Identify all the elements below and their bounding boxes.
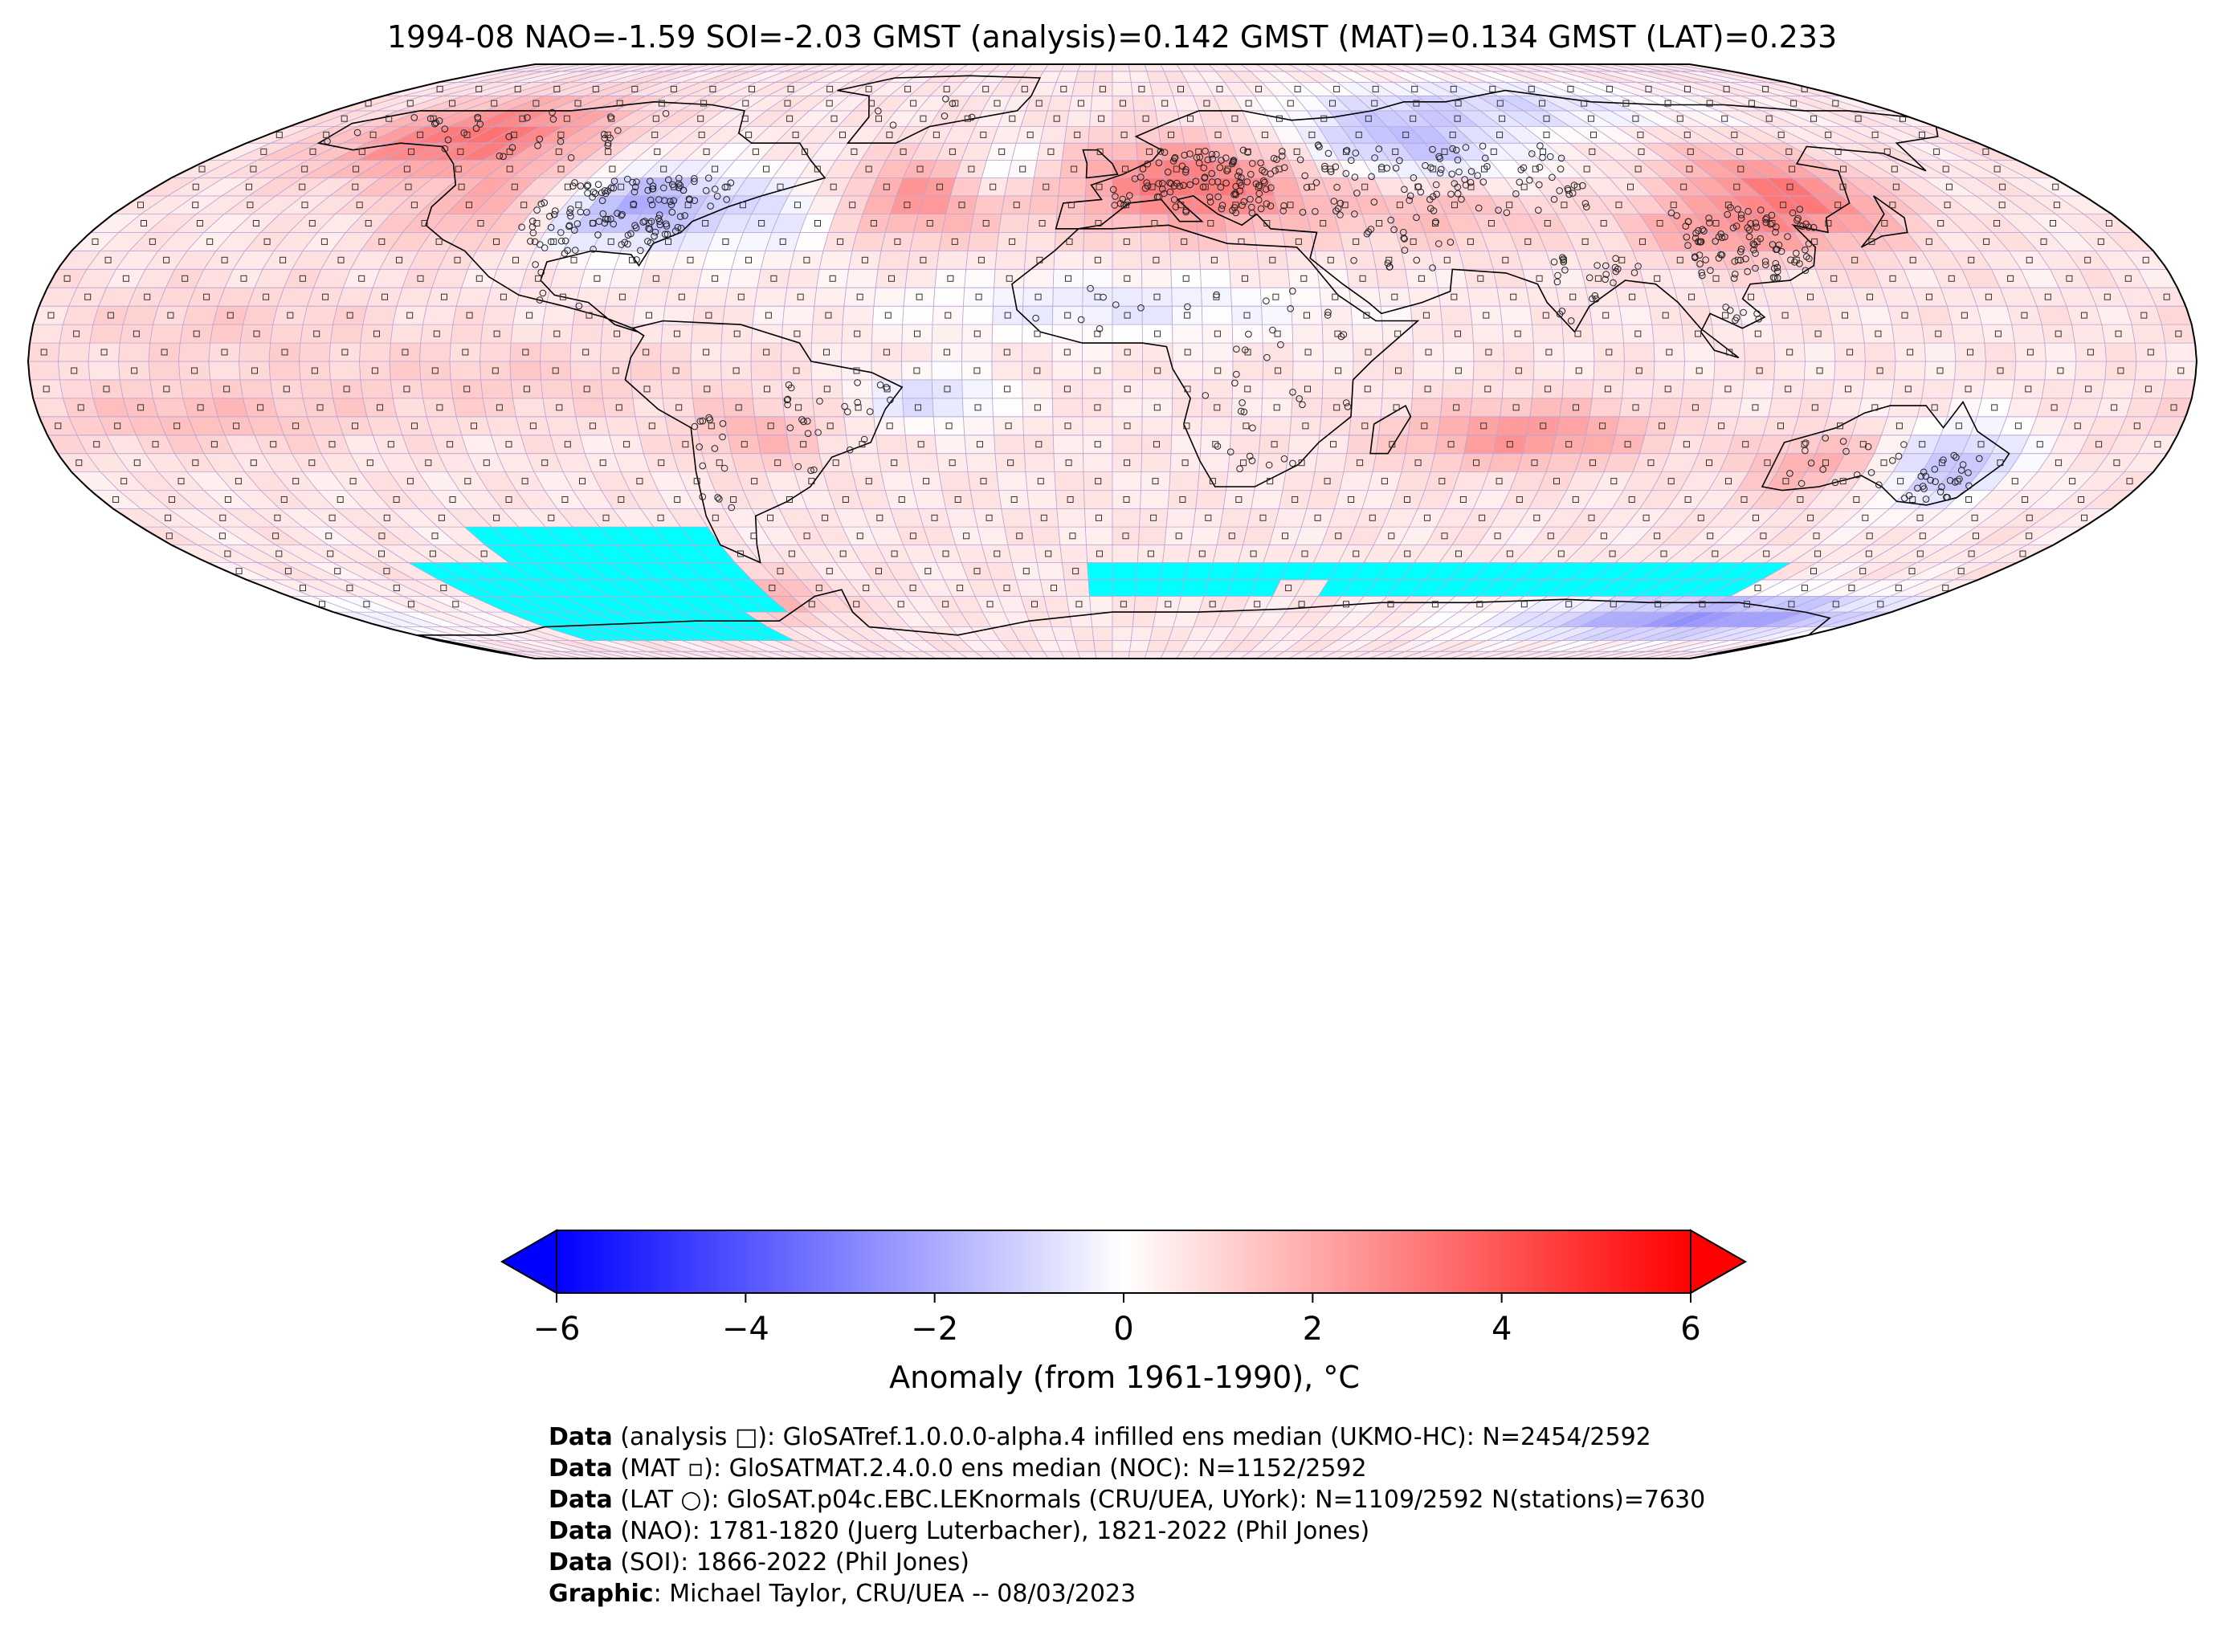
map-title: 1994-08 NAO=-1.59 SOI=-2.03 GMST (analys… [386, 19, 1838, 55]
credit-key: Data [549, 1486, 613, 1514]
colorbar: −6 −4 −2 0 2 4 6 Anomaly (from 1961-1990), °C [500, 1229, 1748, 1395]
credit-text: (SOI): 1866-2022 (Phil Jones) [612, 1548, 969, 1577]
credit-key: Data [549, 1454, 613, 1483]
colorbar-bar [556, 1230, 1691, 1294]
credits: Data (analysis □): GloSATref.1.0.0.0-alp… [549, 1422, 1705, 1609]
credit-line: Data (SOI): 1866-2022 (Phil Jones) [549, 1547, 1705, 1578]
credit-line: Graphic: Michael Taylor, CRU/UEA -- 08/0… [549, 1578, 1705, 1609]
colorbar-label: Anomaly (from 1961-1990), °C [889, 1360, 1360, 1395]
world-anomaly-map [27, 63, 2198, 659]
credit-key: Data [549, 1517, 613, 1545]
credit-key: Data [549, 1548, 613, 1577]
colorbar-tick-label: −2 [911, 1311, 958, 1348]
colorbar-tick-label: −4 [722, 1311, 769, 1348]
colorbar-extend-low [500, 1229, 557, 1295]
grid-cells [28, 64, 2197, 659]
colorbar-tick-label: 6 [1680, 1311, 1700, 1348]
credit-text: (MAT ▫): GloSATMAT.2.4.0.0 ens median (N… [612, 1454, 1367, 1483]
credit-line: Data (analysis □): GloSATref.1.0.0.0-alp… [549, 1422, 1705, 1453]
credit-key: Graphic [549, 1580, 654, 1608]
credit-text: : Michael Taylor, CRU/UEA -- 08/03/2023 [653, 1580, 1136, 1608]
colorbar-tick-label: 0 [1113, 1311, 1133, 1348]
credit-text: (analysis □): GloSATref.1.0.0.0-alpha.4 … [612, 1423, 1651, 1451]
colorbar-extend-high [1690, 1229, 1748, 1295]
credit-text: (NAO): 1781-1820 (Juerg Luterbacher), 18… [612, 1517, 1370, 1545]
credit-line: Data (NAO): 1781-1820 (Juerg Luterbacher… [549, 1515, 1705, 1547]
credit-key: Data [549, 1423, 613, 1451]
colorbar-tick-label: −6 [533, 1311, 581, 1348]
credit-line: Data (LAT ○): GloSAT.p04c.EBC.LEKnormals… [549, 1484, 1705, 1515]
colorbar-tick-label: 4 [1492, 1311, 1512, 1348]
colorbar-tick-label: 2 [1303, 1311, 1323, 1348]
colorbar-ticks: −6 −4 −2 0 2 4 6 [533, 1293, 1701, 1348]
credit-text: (LAT ○): GloSAT.p04c.EBC.LEKnormals (CRU… [612, 1486, 1706, 1514]
credit-line: Data (MAT ▫): GloSATMAT.2.4.0.0 ens medi… [549, 1453, 1705, 1484]
